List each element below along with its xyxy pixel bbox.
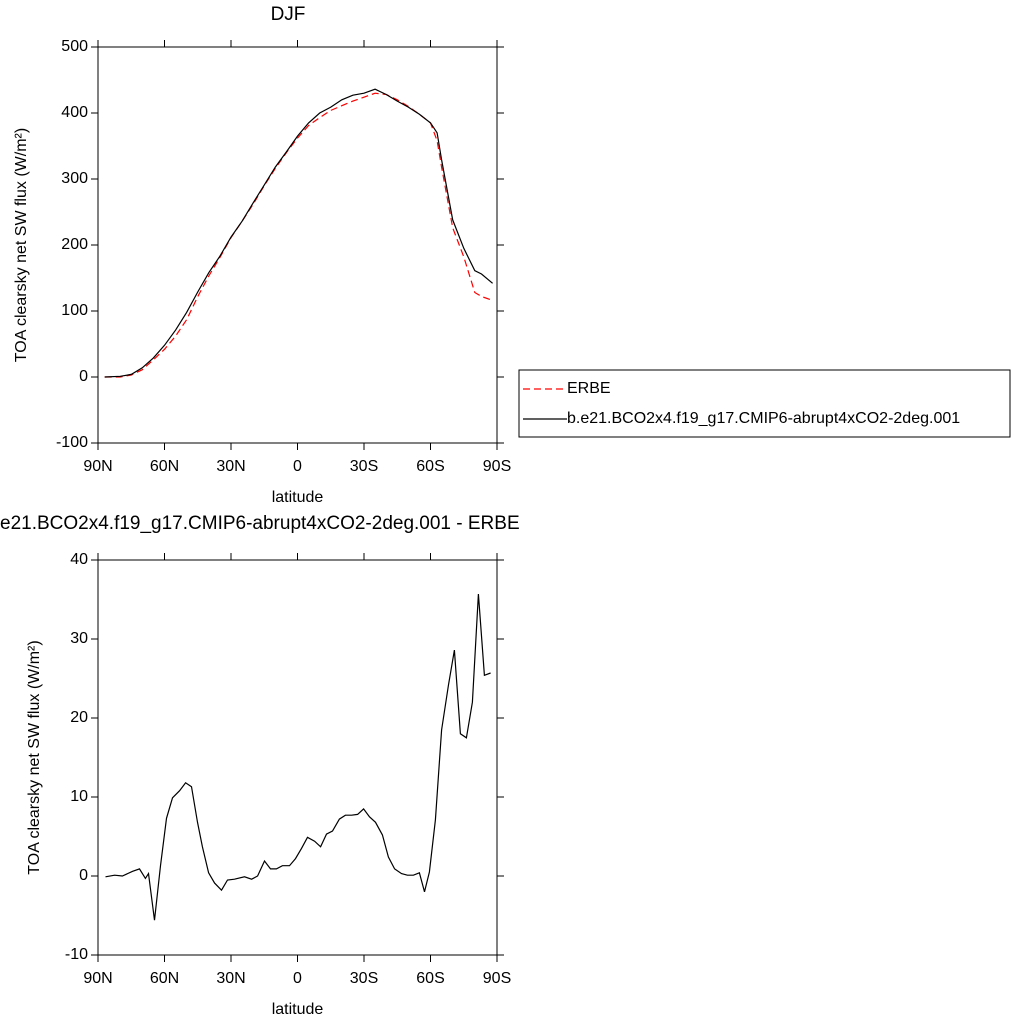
x-tick-label: 90N [83,458,112,475]
y-axis-label: TOA clearsky net SW flux (W/m²) [13,128,30,362]
x-tick-label: 30N [216,970,245,987]
x-tick-label: 30S [350,458,378,475]
y-tick-label: -10 [65,946,88,963]
x-tick-label: 90S [483,970,511,987]
x-tick-label: 60S [416,458,444,475]
y-tick-label: 10 [70,788,88,805]
y-tick-label: 100 [61,302,88,319]
x-tick-label: 60N [150,458,179,475]
y-tick-label: 20 [70,709,88,726]
data-line [104,92,493,378]
data-line [105,593,491,921]
legend-box [518,369,1011,438]
x-tick-label: 90S [483,458,511,475]
y-tick-label: 0 [79,867,88,884]
y-tick-label: 300 [61,170,88,187]
y-tick-label: -100 [56,434,88,451]
y-tick-label: 30 [70,630,88,647]
x-tick-label: 90N [83,970,112,987]
y-tick-label: 500 [61,38,88,55]
y-tick-label: 40 [70,551,88,568]
x-axis-label: latitude [272,489,324,506]
y-tick-label: 400 [61,104,88,121]
legend-label: ERBE [567,380,611,397]
y-tick-label: 0 [79,368,88,385]
chart-title: DJF [271,4,306,25]
x-tick-label: 60N [150,970,179,987]
plot-frame [97,46,498,444]
plot-frame [97,559,498,956]
legend-label: b.e21.BCO2x4.f19_g17.CMIP6-abrupt4xCO2-2… [567,410,960,427]
data-line [104,88,493,378]
x-tick-label: 60S [416,970,444,987]
x-tick-label: 0 [293,458,302,475]
x-axis-label: latitude [272,1001,324,1018]
x-tick-label: 30S [350,970,378,987]
x-tick-label: 30N [216,458,245,475]
y-tick-label: 200 [61,236,88,253]
x-tick-label: 0 [293,970,302,987]
chart-title: e21.BCO2x4.f19_g17.CMIP6-abrupt4xCO2-2de… [0,513,520,534]
y-axis-label: TOA clearsky net SW flux (W/m²) [26,640,43,874]
